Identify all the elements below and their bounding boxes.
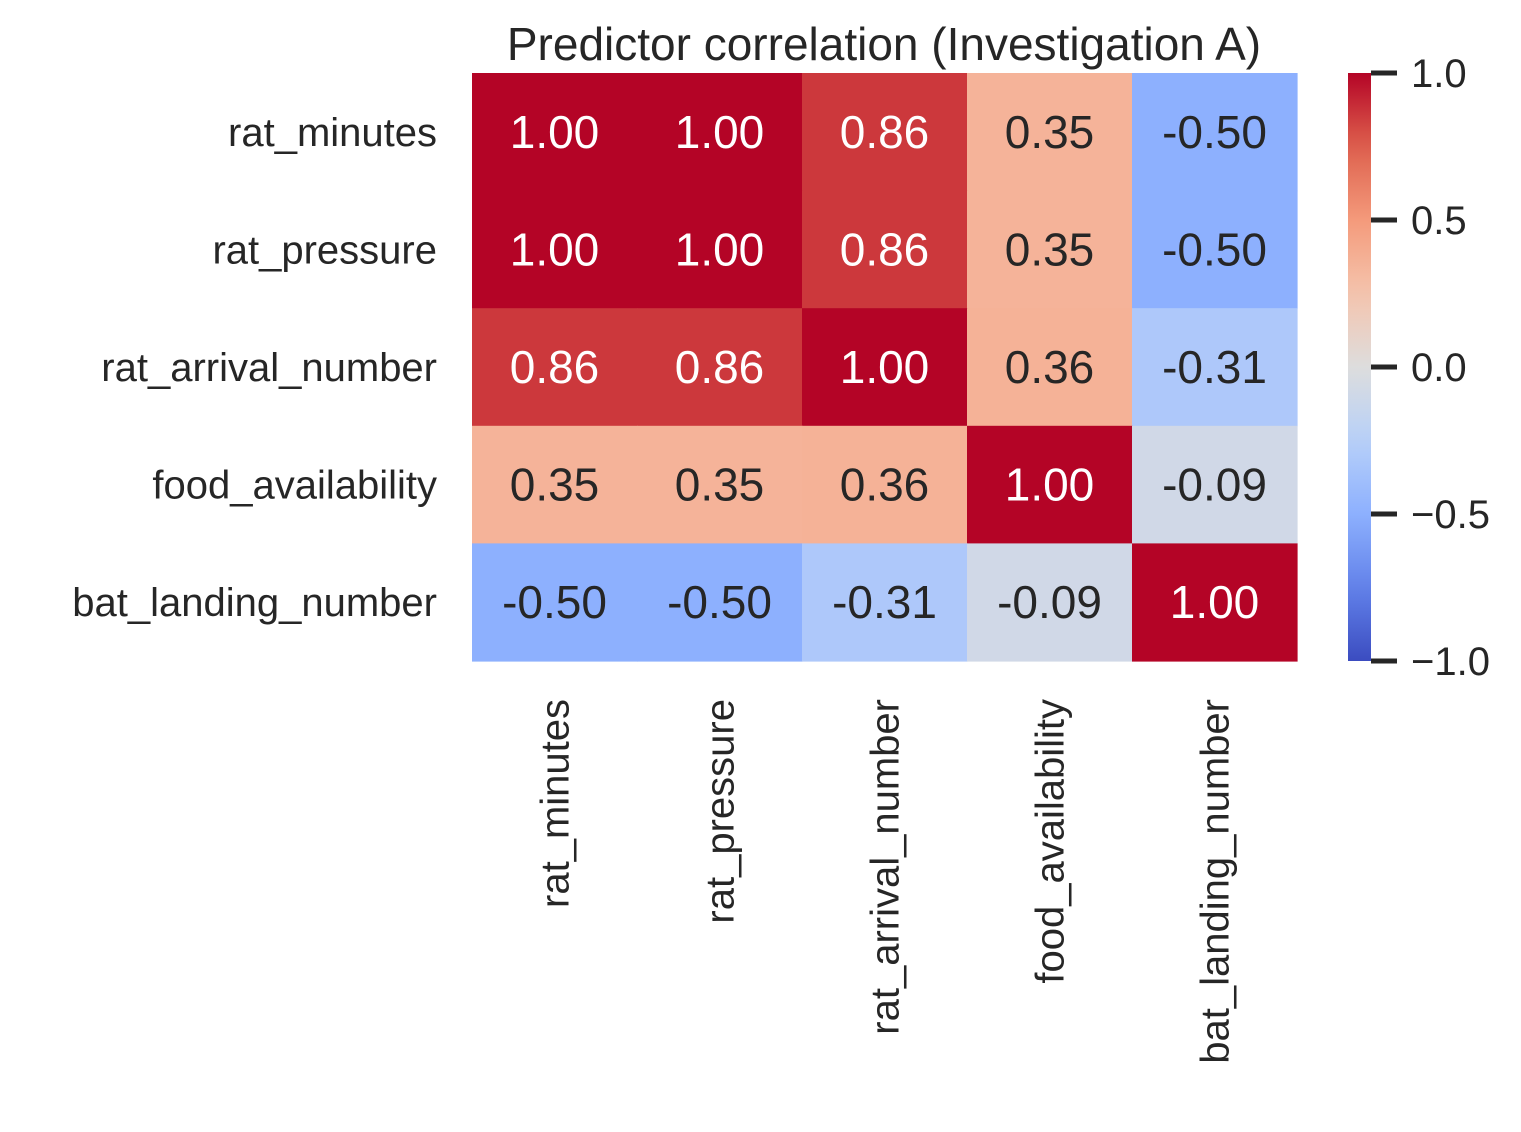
heatmap-cell — [802, 190, 968, 309]
cell-value-label: 0.86 — [840, 223, 930, 275]
row-tick-label: rat_minutes — [228, 111, 437, 155]
heatmap-cell — [967, 543, 1133, 662]
colorbar-tick-label: 1.0 — [1411, 52, 1467, 96]
heatmap-cell — [802, 308, 968, 427]
row-tick-label: bat_landing_number — [72, 581, 437, 625]
cell-value-label: 0.86 — [510, 341, 600, 393]
heatmap-cell — [472, 425, 638, 544]
heatmap-cell — [967, 73, 1133, 192]
heatmap-cell-labels: 1.00 1.00 0.86 0.35 -0.50 1.00 1.00 0.86 0.35 -0.… — [502, 106, 1267, 628]
cell-value-label: -0.31 — [832, 576, 937, 628]
cell-value-label: 0.35 — [675, 459, 765, 511]
row-labels: rat_minutes rat_pressure rat_arrival_numbe… — [72, 111, 437, 625]
heatmap-cell — [967, 308, 1133, 427]
cell-value-label: 1.00 — [840, 341, 930, 393]
cell-value-label: 0.35 — [510, 459, 600, 511]
heatmap-cell — [802, 543, 968, 662]
heatmap-cell — [1132, 543, 1298, 662]
cell-value-label: -0.50 — [1162, 106, 1267, 158]
row-tick-label: rat_arrival_number — [101, 346, 437, 390]
cell-value-label: -0.50 — [1162, 223, 1267, 275]
colorbar-ticks: 1.0 0.5 0.0 −0.5 −1.0 — [1371, 52, 1490, 684]
colorbar-tick-label: 0.5 — [1411, 199, 1467, 243]
cell-value-label: 1.00 — [675, 223, 765, 275]
column-tick-label: rat_pressure — [699, 699, 743, 924]
heatmap-cell — [637, 425, 803, 544]
cell-value-label: 0.36 — [1005, 341, 1095, 393]
cell-value-label: 1.00 — [1170, 576, 1260, 628]
heatmap-cell — [802, 73, 968, 192]
cell-value-label: 1.00 — [510, 223, 600, 275]
heatmap-cell — [472, 73, 638, 192]
heatmap-cell — [472, 190, 638, 309]
cell-value-label: -0.50 — [667, 576, 772, 628]
cell-value-label: 1.00 — [510, 106, 600, 158]
heatmap-cell — [1132, 425, 1298, 544]
cell-value-label: 0.86 — [840, 106, 930, 158]
heatmap-cell — [637, 543, 803, 662]
heatmap-cell — [637, 73, 803, 192]
cell-value-label: 0.36 — [840, 459, 930, 511]
row-tick-label: rat_pressure — [212, 228, 437, 272]
cell-value-label: -0.09 — [997, 576, 1102, 628]
heatmap-cell — [1132, 73, 1298, 192]
colorbar-tick-label: −1.0 — [1411, 640, 1490, 684]
colorbar-tick-label: 0.0 — [1411, 346, 1467, 390]
column-tick-label: rat_arrival_number — [864, 699, 908, 1035]
cell-value-label: -0.31 — [1162, 341, 1267, 393]
heatmap-cell — [802, 425, 968, 544]
cell-value-label: 1.00 — [675, 106, 765, 158]
column-tick-label: food_availability — [1029, 699, 1073, 984]
column-tick-label: rat_minutes — [534, 699, 578, 908]
column-labels: rat_minutes rat_pressure rat_arrival_numbe… — [534, 699, 1238, 1064]
heatmap-cell — [967, 190, 1133, 309]
cell-value-label: 1.00 — [1005, 459, 1095, 511]
heatmap-cell — [472, 543, 638, 662]
heatmap-cell — [637, 308, 803, 427]
colorbar — [1348, 73, 1371, 661]
heatmap-cell — [1132, 308, 1298, 427]
heatmap-cells — [472, 73, 1298, 662]
cell-value-label: -0.09 — [1162, 459, 1267, 511]
cell-value-label: 0.35 — [1005, 106, 1095, 158]
column-tick-label: bat_landing_number — [1194, 699, 1238, 1064]
heatmap-cell — [637, 190, 803, 309]
heatmap-cell — [472, 308, 638, 427]
colorbar-tick-label: −0.5 — [1411, 493, 1490, 537]
cell-value-label: 0.35 — [1005, 223, 1095, 275]
chart-title: Predictor correlation (Investigation A) — [507, 18, 1261, 70]
cell-value-label: -0.50 — [502, 576, 607, 628]
row-tick-label: food_availability — [152, 464, 437, 508]
heatmap-cell — [1132, 190, 1298, 309]
cell-value-label: 0.86 — [675, 341, 765, 393]
heatmap-cell — [967, 425, 1133, 544]
